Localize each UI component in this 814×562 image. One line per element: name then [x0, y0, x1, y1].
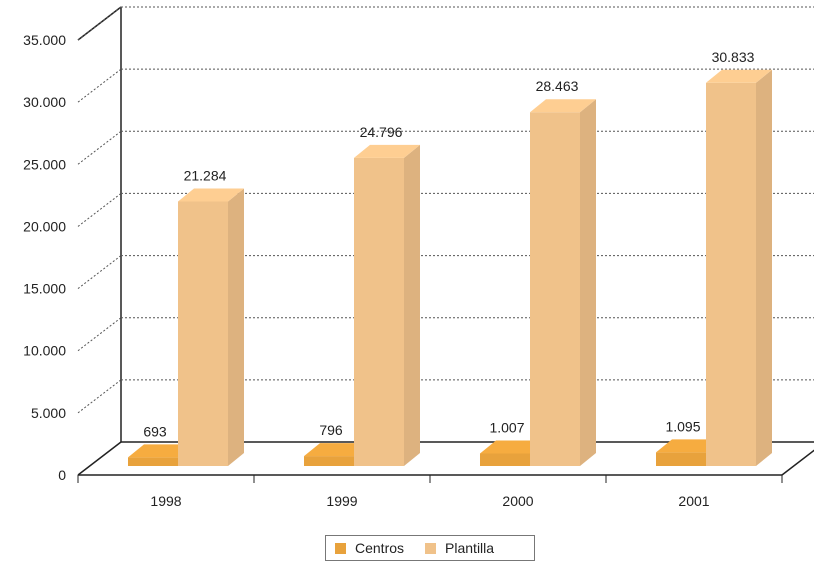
bar-front	[530, 112, 580, 466]
y-tick-label: 0	[58, 467, 66, 483]
bar-side	[228, 188, 244, 467]
x-tick-label: 1999	[326, 493, 357, 509]
y-tick-label: 25.000	[23, 156, 66, 172]
bar-front	[656, 452, 706, 466]
bar-plantilla-1998	[178, 188, 244, 467]
y-tick-label: 5.000	[31, 405, 66, 421]
data-label-centros: 1.007	[489, 419, 524, 435]
data-label-plantilla: 28.463	[536, 78, 579, 94]
bar-plantilla-1999	[354, 144, 420, 466]
gridline-side	[77, 255, 122, 289]
floor-left-edge	[77, 441, 122, 476]
bar-side	[404, 144, 420, 466]
bars	[128, 69, 772, 467]
bar-front	[128, 457, 178, 466]
data-labels: 693 21.284 796 24.796 1.007 28.463 1.095 30.833	[143, 49, 754, 440]
data-label-centros: 1.095	[665, 418, 700, 434]
x-tick-label: 2000	[502, 493, 533, 509]
x-tick-label: 1998	[150, 493, 181, 509]
bar-top	[128, 444, 194, 458]
bar-plantilla-2000	[530, 99, 596, 466]
data-label-plantilla: 30.833	[712, 49, 755, 65]
x-axis: 1998 1999 2000 2001	[77, 475, 783, 509]
gridline-side	[77, 379, 122, 414]
bar-top	[354, 144, 420, 158]
bar-top	[706, 69, 772, 83]
x-tick-label: 2001	[678, 493, 709, 509]
data-label-plantilla: 24.796	[360, 124, 403, 140]
y-tick-label: 15.000	[23, 281, 66, 297]
bar-front	[480, 453, 530, 466]
data-label-plantilla: 21.284	[184, 167, 227, 183]
gridline-side	[77, 130, 122, 165]
bar-front	[178, 201, 228, 467]
bar-chart: 0 5.000 10.000 15.000 20.000 25.000 30.000 35.0…	[23, 6, 814, 509]
data-label-centros: 796	[319, 422, 343, 438]
legend-swatch-centros	[335, 542, 346, 554]
bar-side	[756, 69, 772, 466]
legend-item-centros: Centros	[335, 540, 404, 556]
bar-front	[304, 456, 354, 466]
bar-side	[580, 99, 596, 466]
gridline-side	[77, 68, 122, 103]
bar-plantilla-2001	[706, 69, 772, 466]
bar-top	[656, 439, 722, 453]
bar-front	[354, 157, 404, 466]
legend-label-centros: Centros	[355, 540, 405, 556]
gridline-side	[77, 193, 122, 227]
gridline-side	[77, 6, 122, 41]
gridline-side	[77, 317, 122, 352]
legend-label-plantilla: Plantilla	[445, 540, 495, 556]
y-axis-ticks: 0 5.000 10.000 15.000 20.000 25.000 30.000 35.0…	[23, 32, 66, 483]
bar-top	[530, 99, 596, 113]
y-tick-label: 30.000	[23, 94, 66, 110]
floor-right-edge	[781, 449, 814, 476]
legend: Centros Plantilla	[325, 535, 535, 561]
legend-swatch-plantilla	[425, 542, 437, 554]
data-label-centros: 693	[143, 423, 167, 439]
y-tick-label: 10.000	[23, 343, 66, 359]
bar-top	[304, 443, 370, 457]
legend-item-plantilla: Plantilla	[425, 540, 494, 556]
y-tick-label: 35.000	[23, 32, 66, 48]
y-tick-label: 20.000	[23, 218, 66, 234]
bar-top	[480, 440, 546, 454]
bar-front	[706, 82, 756, 466]
bar-top	[178, 188, 244, 202]
